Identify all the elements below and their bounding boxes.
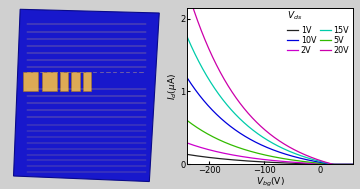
Bar — [42, 72, 57, 91]
Bar — [23, 72, 39, 91]
Bar — [83, 72, 91, 91]
Text: $V_{ds}$: $V_{ds}$ — [287, 9, 302, 22]
Y-axis label: $I_d$($\mu$A): $I_d$($\mu$A) — [166, 72, 179, 100]
X-axis label: $V_{bg}$(V): $V_{bg}$(V) — [256, 176, 284, 189]
Legend: 1V, 10V, 2V, 15V, 5V, 20V: 1V, 10V, 2V, 15V, 5V, 20V — [284, 22, 352, 58]
Bar — [72, 72, 80, 91]
Polygon shape — [14, 9, 159, 182]
Bar — [60, 72, 68, 91]
